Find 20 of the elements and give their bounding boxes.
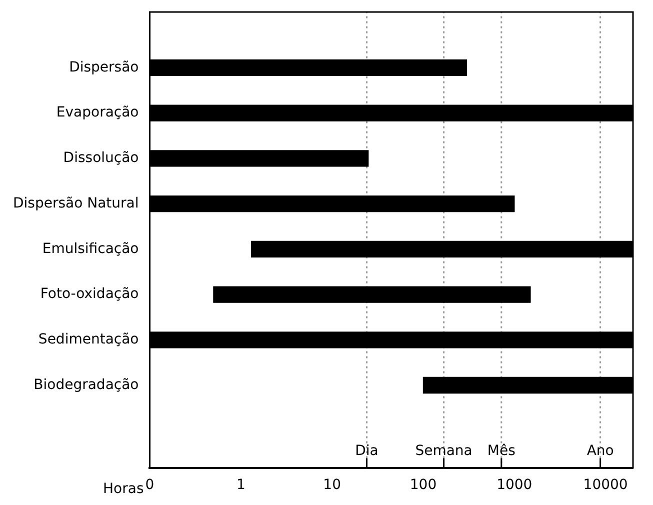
ref-line-label: Dia: [355, 442, 378, 459]
y-tick-label: Dissolução: [63, 150, 139, 166]
x-tick-label: 10000: [583, 477, 628, 494]
x-tick-label: 10: [323, 477, 341, 494]
ref-line-label: Ano: [586, 442, 614, 459]
y-tick-label: Evaporação: [56, 104, 139, 121]
x-tick-label: 1000: [496, 477, 532, 494]
y-tick-label: Dispersão Natural: [12, 195, 139, 212]
bar: [213, 286, 531, 303]
x-tick-label: 100: [410, 477, 437, 494]
ref-line-label: Mês: [487, 442, 516, 459]
y-tick-label: Biodegradação: [34, 376, 139, 393]
y-tick-label: Emulsificação: [42, 240, 139, 257]
ref-line-label: Semana: [415, 442, 472, 459]
x-tick-label: 0: [145, 477, 154, 494]
y-tick-label: Dispersão: [69, 59, 139, 76]
y-tick-label: Sedimentação: [38, 332, 139, 348]
x-axis-title: Horas: [103, 480, 144, 497]
x-tick-label: 1: [236, 477, 246, 494]
y-tick-label: Foto-oxidação: [40, 286, 139, 302]
